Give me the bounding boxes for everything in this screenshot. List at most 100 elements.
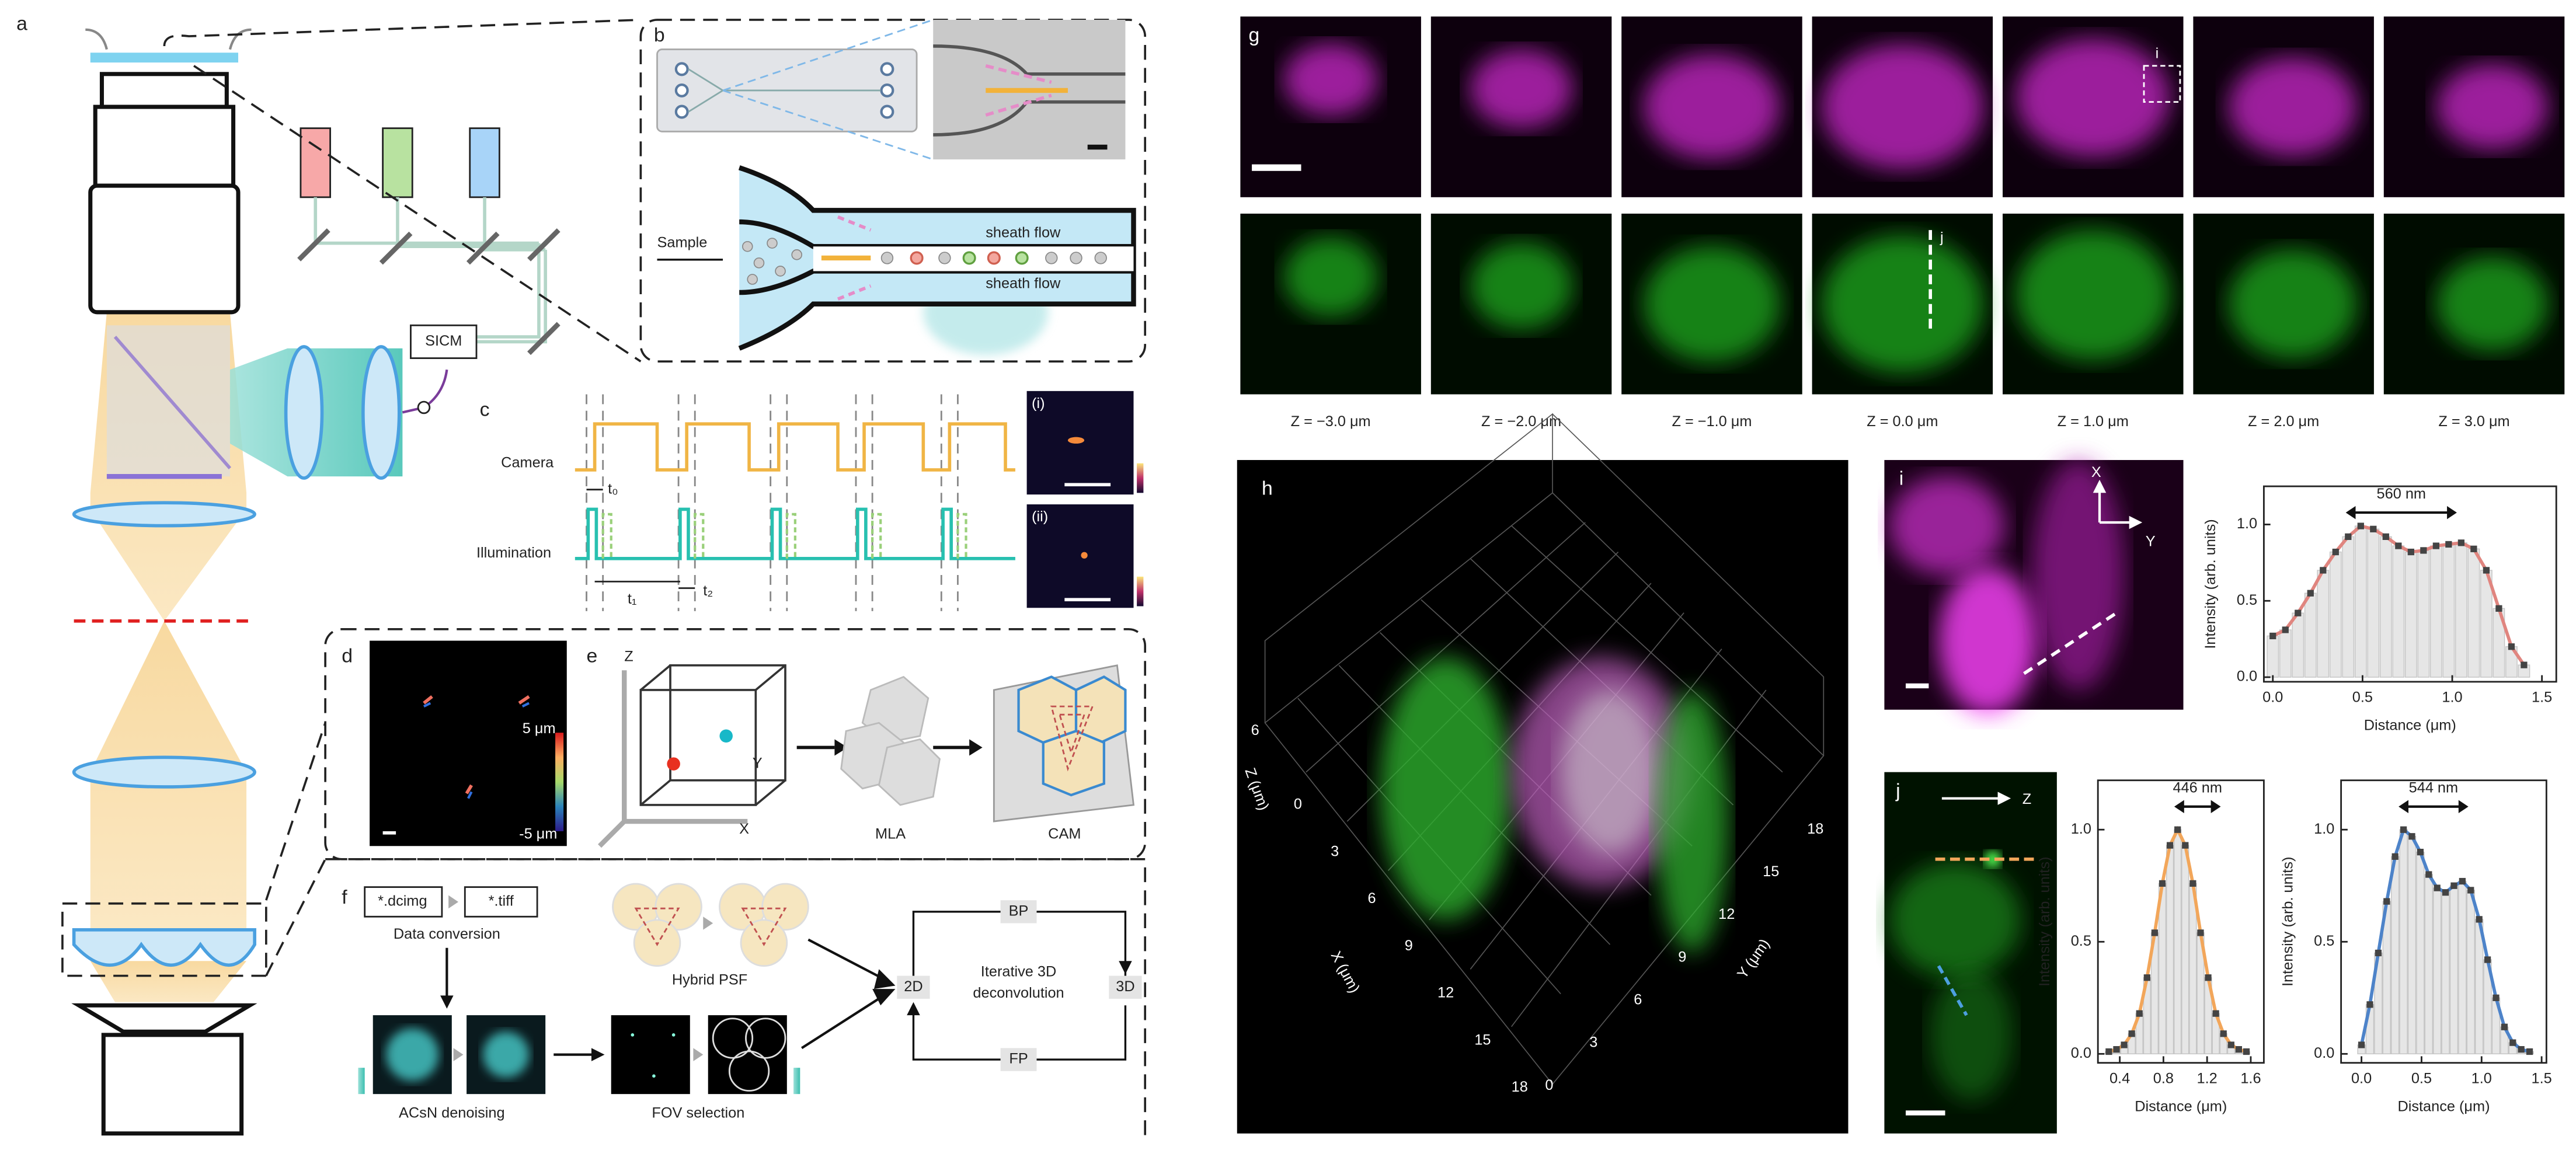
data-point <box>2366 1001 2373 1008</box>
panel-ij-images-ellipse <box>1938 566 2038 715</box>
x-tick-label: 12 <box>1437 985 1454 1001</box>
panel-f-polygon <box>1119 961 1132 974</box>
panel-b-g-circle <box>987 251 1001 265</box>
data-point <box>2345 533 2352 541</box>
panel-c-rect <box>1137 463 1144 493</box>
inset-label: (ii) <box>1032 508 1048 525</box>
image-signal <box>2436 64 2548 150</box>
data-point <box>2143 974 2150 981</box>
data-point <box>2128 1030 2135 1037</box>
node-label: 2D <box>904 978 923 995</box>
panel-c-rect <box>1064 598 1111 602</box>
colorbar-label: 5 μm <box>523 720 556 737</box>
bar <box>2429 545 2442 678</box>
node-label: 3D <box>1116 978 1134 995</box>
panel-de-g <box>840 675 941 806</box>
image-signal <box>1283 43 1378 116</box>
data-point <box>2383 898 2390 905</box>
node-label: BP <box>1009 903 1029 919</box>
y-tick-label: 12 <box>1718 906 1735 922</box>
panel-f-rect <box>464 886 538 918</box>
image-signal <box>1283 237 1378 317</box>
panel-a-path <box>314 197 547 344</box>
panel-label: c <box>480 399 490 421</box>
bar <box>2392 545 2405 678</box>
y-tick-label: 9 <box>1678 949 1686 965</box>
panel-label: d <box>342 645 353 667</box>
panel-de-g-path <box>640 664 786 806</box>
x-tick-label: 0.4 <box>2109 1071 2130 1087</box>
bar <box>2166 845 2174 1055</box>
box-label: *.tiff <box>489 893 514 909</box>
data-point <box>2432 542 2439 549</box>
panel-ij-images-ellipse <box>1889 862 2021 978</box>
panel-f-polygon <box>873 969 896 989</box>
data-point <box>2113 1046 2120 1053</box>
panel-f-circle <box>671 1033 676 1037</box>
illumination-label: Illumination <box>476 545 551 561</box>
x-tick-label: 9 <box>1405 938 1413 954</box>
bar <box>2416 851 2425 1055</box>
data-point <box>2382 533 2389 541</box>
y-tick-label: 1.0 <box>2071 821 2091 837</box>
panel-f-rect <box>897 975 930 999</box>
panel-c-rect <box>1026 504 1134 608</box>
cam-label: CAM <box>1048 825 1081 842</box>
panel-de-circle <box>719 729 733 743</box>
panel-label: i <box>1899 468 1903 490</box>
image-signal <box>2436 257 2548 351</box>
panel-a-path <box>297 228 561 356</box>
panel-a-rect <box>88 183 241 315</box>
data-point <box>2174 826 2181 833</box>
panel-ij-images-line <box>2023 609 2121 675</box>
panel-f-g-circle <box>728 1050 770 1092</box>
panel-b-g <box>910 251 1029 265</box>
x-tick-label: 6 <box>1367 890 1376 907</box>
panel-b-rect <box>639 19 1147 363</box>
roi-label: i <box>2156 46 2159 62</box>
panel-ij-images-ellipse <box>2032 460 2125 690</box>
panel-f-g-circle <box>712 1017 754 1059</box>
panel-f-g-circle <box>745 1017 786 1059</box>
y-tick-label: 0 <box>1545 1077 1553 1093</box>
panel-f-path <box>325 858 1147 1142</box>
bar <box>2354 525 2367 678</box>
data-point <box>2391 853 2399 860</box>
y-tick-label: 1.0 <box>2237 515 2257 532</box>
panel-b-g-circle <box>880 62 894 76</box>
x-axis-title: Distance (μm) <box>2135 1098 2227 1114</box>
y-tick-label: 3 <box>1589 1034 1597 1051</box>
panel-f-g <box>712 1017 786 1092</box>
panel-ij-images-polygon <box>1997 792 2011 805</box>
panel-de-rect <box>555 733 564 831</box>
bar <box>2407 836 2417 1055</box>
panel-a-rect <box>99 72 229 109</box>
panel-c: c Camera Illumination t₀ t₁ t₂ (i) (ii) <box>476 391 1144 611</box>
bar <box>2174 829 2182 1055</box>
panel-a-ellipse <box>361 345 401 480</box>
image-signal <box>1821 235 1984 373</box>
step-label: Data conversion <box>394 926 500 942</box>
data-point <box>2467 887 2474 894</box>
fwhm-arrowhead <box>2174 800 2184 813</box>
panel-de-rect <box>324 628 1147 860</box>
y-tick-label: 1.0 <box>2314 821 2334 837</box>
panel-ij-images-line <box>1937 965 1968 1016</box>
panel-a-rect <box>101 1033 244 1136</box>
panel-de: d 5 μm -5 μm e Z Y X MLA CAM <box>265 628 1147 977</box>
fwhm-arrowhead <box>2447 506 2457 520</box>
panel-f-path <box>800 938 885 1050</box>
z-label: Z = 0.0 μm <box>1867 413 1938 430</box>
panel-f-polygon <box>907 1002 920 1016</box>
panel-h-ellipse <box>1656 689 1729 953</box>
data-point <box>2408 833 2415 840</box>
bar <box>2432 887 2442 1055</box>
panel-b-g-circle <box>938 252 951 264</box>
data-point <box>2508 643 2515 650</box>
axis-label: Z <box>624 648 633 664</box>
panel-f-polygon <box>440 995 454 1009</box>
bar <box>2279 629 2292 678</box>
panel-f-polygon <box>453 1048 464 1061</box>
panel-f-polygon <box>872 989 896 1006</box>
